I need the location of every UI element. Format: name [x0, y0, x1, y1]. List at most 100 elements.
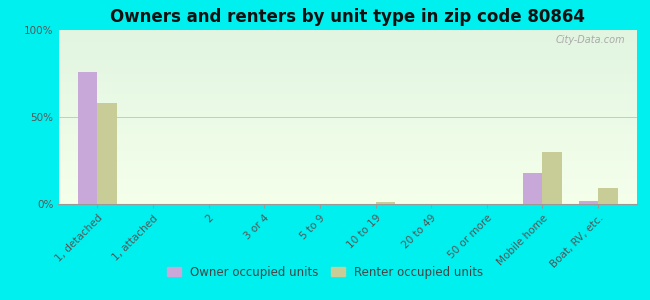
Bar	[58, 100, 648, 101]
Bar	[58, 137, 648, 138]
Bar	[58, 183, 648, 184]
Bar	[58, 197, 648, 198]
Bar	[58, 92, 648, 93]
Bar	[58, 71, 648, 72]
Bar	[58, 33, 648, 34]
Bar	[58, 73, 648, 74]
Bar	[58, 44, 648, 45]
Bar	[58, 77, 648, 78]
Bar	[58, 108, 648, 109]
Bar	[58, 155, 648, 156]
Bar	[58, 58, 648, 59]
Bar	[58, 129, 648, 130]
Bar	[58, 179, 648, 180]
Bar	[376, 202, 395, 204]
Bar	[58, 82, 648, 83]
Bar	[58, 185, 648, 186]
Bar	[58, 30, 648, 31]
Bar	[58, 118, 648, 119]
Bar	[58, 127, 648, 128]
Bar	[58, 170, 648, 171]
Bar	[58, 60, 648, 61]
Bar	[58, 105, 648, 106]
Bar	[58, 114, 648, 115]
Bar	[58, 45, 648, 46]
Bar	[578, 200, 598, 204]
Bar	[58, 83, 648, 84]
Bar	[58, 119, 648, 120]
Bar	[58, 70, 648, 71]
Bar	[58, 191, 648, 192]
Bar	[58, 98, 648, 99]
Bar	[58, 52, 648, 53]
Bar	[58, 180, 648, 181]
Bar	[58, 46, 648, 47]
Bar	[58, 95, 648, 96]
Bar	[58, 38, 648, 39]
Bar	[58, 104, 648, 105]
Bar	[58, 55, 648, 56]
Bar	[58, 65, 648, 66]
Title: Owners and renters by unit type in zip code 80864: Owners and renters by unit type in zip c…	[111, 8, 585, 26]
Bar	[58, 54, 648, 55]
Bar	[58, 56, 648, 57]
Bar	[58, 96, 648, 97]
Bar	[58, 177, 648, 178]
Bar	[58, 156, 648, 157]
Bar	[58, 174, 648, 175]
Bar	[58, 157, 648, 158]
Bar	[58, 72, 648, 73]
Bar	[58, 101, 648, 102]
Bar	[58, 160, 648, 161]
Bar	[58, 59, 648, 60]
Bar	[58, 192, 648, 193]
Bar	[58, 146, 648, 147]
Bar	[58, 42, 648, 43]
Legend: Owner occupied units, Renter occupied units: Owner occupied units, Renter occupied un…	[163, 262, 487, 282]
Bar	[58, 128, 648, 129]
Bar	[58, 86, 648, 87]
Bar	[58, 142, 648, 143]
Bar	[58, 187, 648, 188]
Bar	[543, 152, 562, 204]
Bar	[58, 62, 648, 63]
Bar	[58, 175, 648, 176]
Bar	[58, 176, 648, 177]
Bar	[58, 39, 648, 40]
Bar	[58, 85, 648, 86]
Bar	[58, 94, 648, 95]
Bar	[58, 53, 648, 54]
Bar	[58, 90, 648, 91]
Bar	[58, 194, 648, 195]
Bar	[58, 149, 648, 150]
Bar	[58, 84, 648, 85]
Bar	[58, 69, 648, 70]
Bar	[58, 139, 648, 140]
Bar	[58, 131, 648, 132]
Bar	[58, 165, 648, 166]
Bar	[58, 125, 648, 126]
Bar	[58, 122, 648, 123]
Bar	[58, 172, 648, 173]
Bar	[58, 117, 648, 118]
Bar	[58, 189, 648, 190]
Bar	[58, 181, 648, 182]
Bar	[58, 186, 648, 187]
Bar	[58, 41, 648, 42]
Bar	[58, 107, 648, 108]
Bar	[58, 47, 648, 48]
Bar	[598, 188, 618, 204]
Text: City-Data.com: City-Data.com	[556, 35, 625, 45]
Bar	[58, 50, 648, 51]
Bar	[58, 171, 648, 172]
Bar	[58, 115, 648, 116]
Bar	[58, 138, 648, 139]
Bar	[58, 141, 648, 142]
Bar	[58, 61, 648, 62]
Bar	[58, 150, 648, 151]
Bar	[58, 89, 648, 90]
Bar	[58, 151, 648, 152]
Bar	[58, 130, 648, 131]
Bar	[58, 66, 648, 67]
Bar	[58, 147, 648, 148]
